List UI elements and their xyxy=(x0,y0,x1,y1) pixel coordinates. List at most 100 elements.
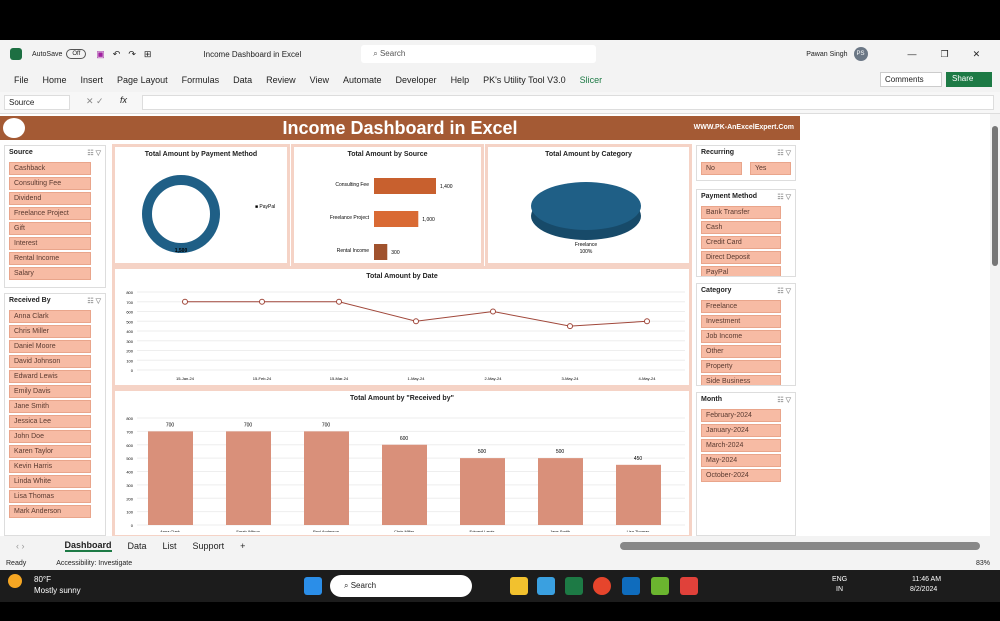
formula-input[interactable] xyxy=(142,95,994,110)
chart-panel[interactable]: Total Amount by Source Consulting Fee 1,40… xyxy=(291,144,484,266)
slicer-item[interactable]: Jessica Lee xyxy=(9,415,91,428)
sheet-tab-dashboard[interactable]: Dashboard xyxy=(64,540,112,552)
slicer-item[interactable]: Rental Income xyxy=(9,252,91,265)
sheet-tab-data[interactable]: Data xyxy=(127,541,147,551)
slicer-item[interactable]: John Doe xyxy=(9,430,91,443)
undo-icon[interactable]: ↶ xyxy=(112,48,121,59)
menu-formulas[interactable]: Formulas xyxy=(181,75,220,85)
add-sheet-icon[interactable]: + xyxy=(240,541,246,551)
menu-page-layout[interactable]: Page Layout xyxy=(117,75,168,85)
clear-filter-icon[interactable]: ▽ xyxy=(95,150,101,157)
slicer-item[interactable]: Anna Clark xyxy=(9,310,91,323)
camtasia-icon[interactable] xyxy=(651,577,669,595)
excel-taskbar-icon[interactable] xyxy=(565,577,583,595)
file-title[interactable]: Income Dashboard in Excel xyxy=(203,49,302,59)
start-icon[interactable] xyxy=(304,577,322,595)
slicer-item[interactable]: May-2024 xyxy=(701,454,781,467)
menu-review[interactable]: Review xyxy=(266,75,296,85)
menu-view[interactable]: View xyxy=(309,75,329,85)
menu-help[interactable]: Help xyxy=(450,75,470,85)
clear-filter-icon[interactable]: ▽ xyxy=(95,298,101,305)
slicer-item[interactable]: Interest xyxy=(9,237,91,250)
slicer-item[interactable]: Gift xyxy=(9,222,91,235)
slicer-item[interactable]: Lisa Thomas xyxy=(9,490,91,503)
save-icon[interactable]: ▣ xyxy=(96,48,105,59)
slicer-item[interactable]: Freelance xyxy=(701,300,781,313)
multi-select-icon[interactable]: ☷ xyxy=(777,150,786,157)
cancel-icon[interactable]: ✕ ✓ xyxy=(86,96,104,106)
slicer-item[interactable]: PayPal xyxy=(701,266,781,276)
clear-filter-icon[interactable]: ▽ xyxy=(785,194,791,201)
chart-panel[interactable]: Total Amount by Date 0 100 200 300 400 500 600 7… xyxy=(112,266,692,388)
clock-date[interactable]: 8/2/2024 xyxy=(910,586,938,593)
slicer-item[interactable]: Yes xyxy=(750,162,791,175)
slicer-item[interactable]: Investment xyxy=(701,315,781,328)
share-button[interactable]: Share xyxy=(946,72,992,87)
slicer-item[interactable]: Freelance Project xyxy=(9,207,91,220)
chart-panel[interactable]: Total Amount by Category Freelance 100% xyxy=(485,144,692,266)
menu-automate[interactable]: Automate xyxy=(343,75,382,85)
menu-pk-s-utility-tool-v3-0[interactable]: PK's Utility Tool V3.0 xyxy=(483,75,566,85)
restore-icon[interactable]: ❐ xyxy=(940,48,949,59)
slicer-item[interactable]: Dividend xyxy=(9,192,91,205)
sheet-tab-support[interactable]: Support xyxy=(192,541,225,551)
slicer-item[interactable]: Property xyxy=(701,360,781,373)
slicer-item[interactable]: David Johnson xyxy=(9,355,91,368)
autosave-toggle[interactable]: Off xyxy=(66,49,87,59)
clock-time[interactable]: 11:46 AM xyxy=(912,576,942,583)
chart-panel[interactable]: Total Amount by "Received by" 0 100 200 300 4… xyxy=(112,388,692,538)
slicer-item[interactable]: Kevin Harris xyxy=(9,460,91,473)
multi-select-icon[interactable]: ☷ xyxy=(87,298,96,305)
slicer-item[interactable]: Consulting Fee xyxy=(9,177,91,190)
multi-select-icon[interactable]: ☷ xyxy=(777,288,786,295)
avatar[interactable]: PS xyxy=(853,47,868,61)
slicer-item[interactable]: Karen Taylor xyxy=(9,445,91,458)
outlook-icon[interactable] xyxy=(622,577,640,595)
multi-select-icon[interactable]: ☷ xyxy=(87,150,96,157)
vertical-scrollbar[interactable] xyxy=(990,114,1000,536)
clear-filter-icon[interactable]: ▽ xyxy=(785,288,791,295)
menu-home[interactable]: Home xyxy=(42,75,67,85)
slicer-item[interactable]: Job Income xyxy=(701,330,781,343)
clear-filter-icon[interactable]: ▽ xyxy=(785,397,791,404)
slicer-item[interactable]: Salary xyxy=(9,267,91,280)
clear-filter-icon[interactable]: ▽ xyxy=(785,150,791,157)
comments-button[interactable]: Comments xyxy=(880,72,942,87)
chrome-icon[interactable] xyxy=(593,577,611,595)
slicer-item[interactable]: Emily Davis xyxy=(9,385,91,398)
menu-developer[interactable]: Developer xyxy=(395,75,437,85)
app-icon[interactable] xyxy=(537,577,555,595)
chart-panel[interactable]: Total Amount by Payment Method 1,500 ■ Pay… xyxy=(112,144,290,266)
search-box[interactable]: ⌕ Search xyxy=(361,45,597,63)
recorder-icon[interactable] xyxy=(680,577,698,595)
lang-label[interactable]: ENG xyxy=(832,576,848,583)
multi-select-icon[interactable]: ☷ xyxy=(777,194,786,201)
slicer-item[interactable]: Mark Anderson xyxy=(9,505,91,518)
redo-icon[interactable]: ↷ xyxy=(128,48,136,59)
slicer-item[interactable]: Cashback xyxy=(9,162,91,175)
taskbar-search[interactable]: ⌕ Search xyxy=(330,575,472,597)
slicer-item[interactable]: October-2024 xyxy=(701,469,781,482)
slicer-item[interactable]: Linda White xyxy=(9,475,91,488)
slicer-item[interactable]: Jane Smith xyxy=(9,400,91,413)
multi-select-icon[interactable]: ☷ xyxy=(777,397,786,404)
slicer-item[interactable]: February-2024 xyxy=(701,409,781,422)
name-box[interactable]: Source xyxy=(4,95,70,110)
slicer-item[interactable]: No xyxy=(701,162,742,175)
sheet-tab-list[interactable]: List xyxy=(162,541,177,551)
slicer-item[interactable]: Bank Transfer xyxy=(701,206,781,219)
zoom-level[interactable]: 83% xyxy=(975,559,990,567)
minimize-icon[interactable]: — xyxy=(907,49,917,59)
accessibility-status[interactable]: Accessibility: Investigate xyxy=(56,559,133,567)
slicer-item[interactable]: Chris Miller xyxy=(9,325,91,338)
slicer-item[interactable]: Credit Card xyxy=(701,236,781,249)
fx-icon[interactable]: fx xyxy=(120,95,128,105)
slicer-item[interactable]: Edward Lewis xyxy=(9,370,91,383)
slicer-item[interactable]: March-2024 xyxy=(701,439,781,452)
slicer-item[interactable]: Direct Deposit xyxy=(701,251,781,264)
slicer-item[interactable]: Daniel Moore xyxy=(9,340,91,353)
menu-slicer[interactable]: Slicer xyxy=(579,75,603,85)
slicer-item[interactable]: Side Business xyxy=(701,375,781,385)
prev-sheet-icon[interactable]: ‹ › xyxy=(16,541,25,551)
menu-insert[interactable]: Insert xyxy=(80,75,104,85)
